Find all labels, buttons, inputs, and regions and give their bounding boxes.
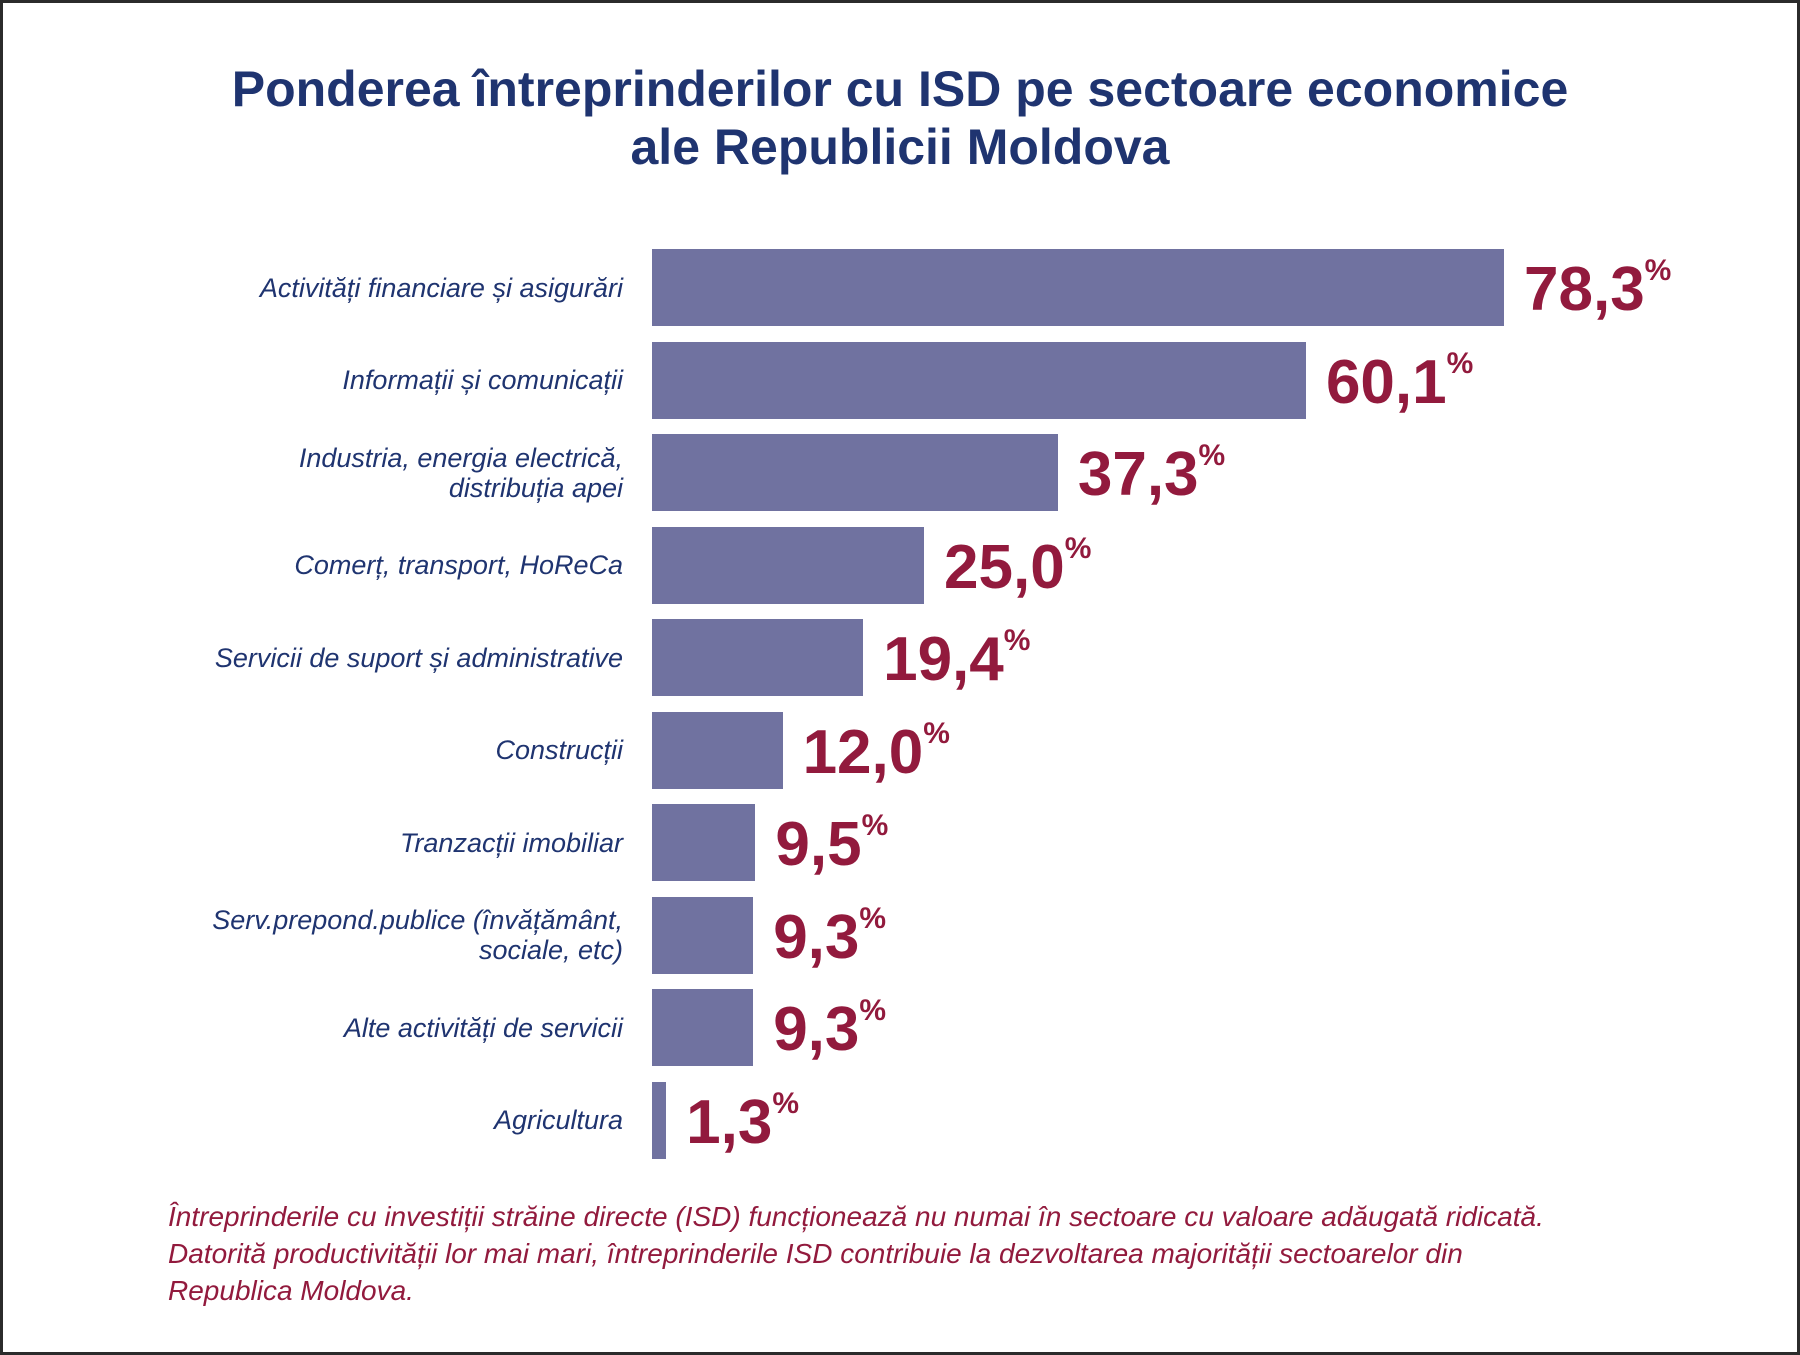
value-unit: %	[1644, 254, 1672, 287]
bar	[652, 896, 754, 974]
category-label: Alte activități de servicii	[63, 1013, 623, 1043]
value-number: 9,3	[773, 902, 860, 972]
value-unit: %	[923, 716, 950, 750]
category-label: Serv.prepond.publice (învățământ, sociale…	[63, 905, 623, 965]
bar	[652, 711, 783, 789]
category-label: Comerț, transport, HoReCa	[63, 550, 623, 580]
category-label-line: Activități financiare și asigurări	[259, 272, 623, 303]
category-label-line: Comerț, transport, HoReCa	[294, 550, 623, 580]
category-label: Activități financiare și asigurări	[63, 273, 623, 303]
category-label: Industria, energia electrică, distribuția…	[63, 443, 623, 503]
category-label-line: Informații și comunicații	[342, 365, 623, 395]
value-unit: %	[1064, 531, 1092, 565]
category-label: Construcții	[63, 735, 623, 765]
category-label-line: sociale, etc)	[478, 935, 623, 965]
chart-title: Ponderea întreprinderilor cu ISD pe sect…	[0, 60, 1800, 176]
value-unit: %	[859, 901, 887, 935]
value-unit: %	[772, 1086, 800, 1120]
category-label-line: Agricultura	[493, 1105, 623, 1135]
value-unit: %	[861, 809, 889, 842]
value-number: 12,0	[802, 717, 924, 787]
bar	[652, 341, 1306, 419]
value-label: 60,1%	[1326, 344, 1473, 421]
value-label: 1,3%	[686, 1084, 799, 1161]
value-number: 37,3	[1077, 440, 1199, 509]
bar	[652, 249, 1504, 326]
category-label-line: Serv.prepond.publice (învățământ,	[212, 905, 623, 935]
value-label: 9,3%	[773, 991, 886, 1068]
value-number: 60,1	[1325, 347, 1447, 417]
bar	[652, 526, 925, 604]
value-number: 9,3	[773, 995, 860, 1064]
category-label: Servicii de suport și administrative	[63, 643, 623, 673]
category-label-line: Industria, energia electrică,	[298, 442, 623, 473]
bar	[652, 989, 754, 1066]
category-label-line: Construcții	[495, 735, 623, 765]
value-label: 78,3%	[1524, 251, 1671, 328]
value-label: 12,0%	[803, 714, 950, 791]
value-label: 9,3%	[773, 899, 886, 976]
value-unit: %	[1446, 346, 1474, 380]
category-label-line: Alte activități de servicii	[343, 1012, 623, 1043]
category-label-line: Servicii de suport și administrative	[214, 642, 623, 673]
category-label: Informații și comunicații	[63, 365, 623, 395]
category-label-line: Tranzacții imobiliar	[399, 827, 623, 858]
value-label: 37,3%	[1078, 436, 1225, 513]
bar	[652, 804, 756, 881]
value-unit: %	[859, 994, 887, 1027]
category-label: Tranzacții imobiliar	[63, 828, 623, 858]
category-label-line: distribuția apei	[448, 472, 623, 503]
value-number: 78,3	[1524, 255, 1645, 324]
value-label: 19,4%	[883, 621, 1030, 698]
value-number: 19,4	[883, 625, 1004, 694]
value-number: 1,3	[686, 1087, 773, 1157]
title-line-2: ale Republicii Moldova	[630, 119, 1170, 175]
category-label: Agricultura	[63, 1105, 623, 1135]
bar	[652, 1081, 667, 1159]
title-line-1: Ponderea întreprinderilor cu ISD pe sect…	[231, 61, 1569, 117]
value-number: 25,0	[944, 532, 1065, 602]
value-number: 9,5	[775, 810, 862, 879]
footnote: Întreprinderile cu investiții străine di…	[168, 1201, 1544, 1306]
value-unit: %	[1198, 439, 1226, 472]
bar	[652, 619, 864, 696]
value-label: 9,5%	[775, 806, 888, 883]
value-label: 25,0%	[944, 529, 1091, 606]
bar	[652, 434, 1058, 511]
value-unit: %	[1003, 624, 1031, 657]
